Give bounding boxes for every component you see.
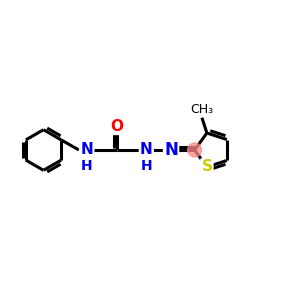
Text: N: N bbox=[80, 142, 93, 158]
Text: CH₃: CH₃ bbox=[190, 103, 214, 116]
Text: S: S bbox=[201, 160, 212, 175]
Text: N: N bbox=[140, 142, 153, 158]
Text: H: H bbox=[81, 159, 93, 173]
Text: N: N bbox=[164, 141, 178, 159]
Text: H: H bbox=[140, 159, 152, 173]
Circle shape bbox=[188, 143, 202, 157]
Text: O: O bbox=[110, 119, 123, 134]
